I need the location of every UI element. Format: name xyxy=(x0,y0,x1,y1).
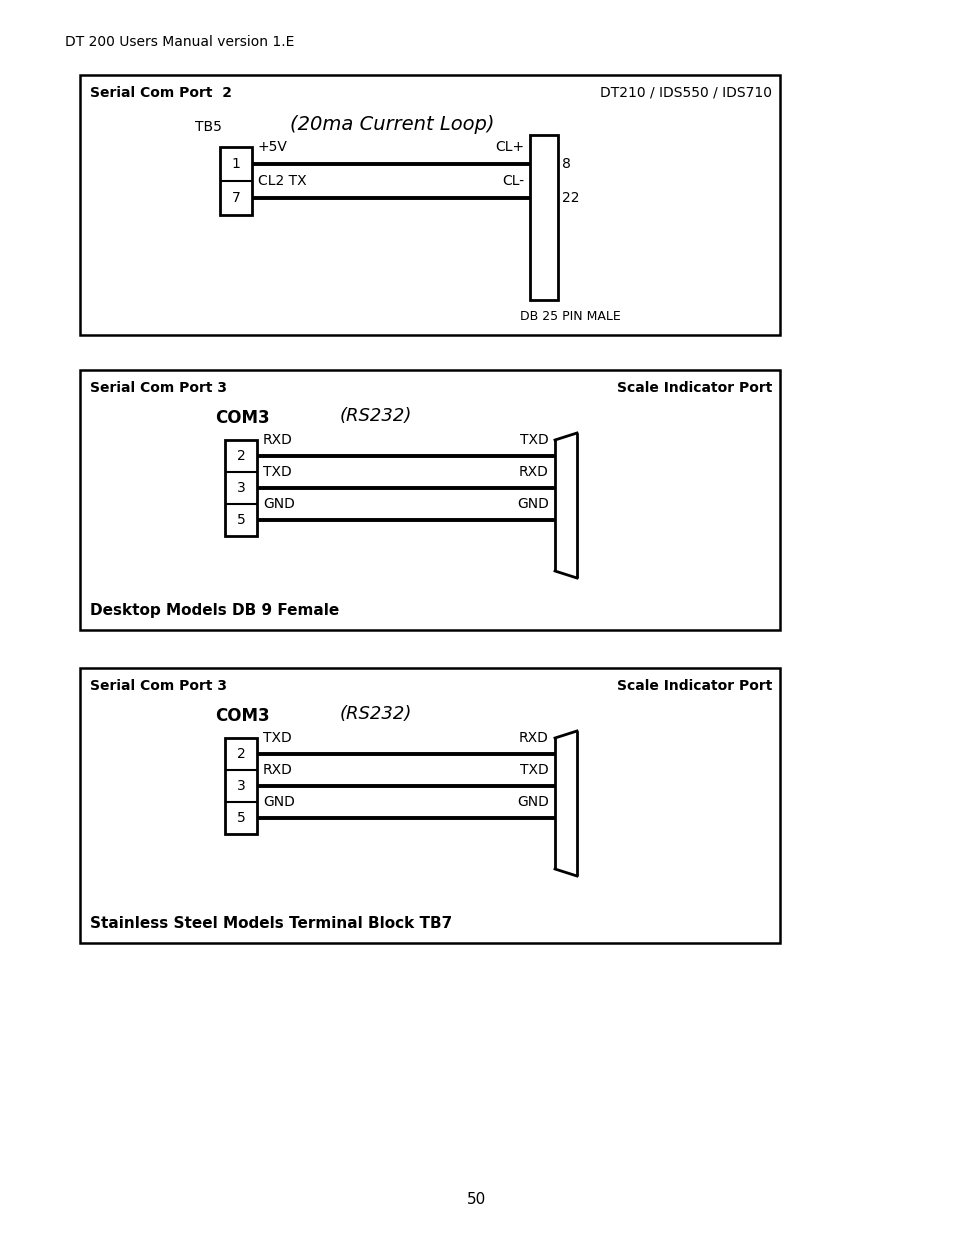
Text: 8: 8 xyxy=(561,157,570,170)
Bar xyxy=(225,440,256,536)
Text: 2: 2 xyxy=(236,450,245,463)
Text: 3: 3 xyxy=(236,779,245,793)
Text: (RS232): (RS232) xyxy=(339,408,412,425)
Text: Serial Com Port 3: Serial Com Port 3 xyxy=(90,382,227,395)
Text: Scale Indicator Port: Scale Indicator Port xyxy=(616,679,771,693)
Text: RXD: RXD xyxy=(518,466,548,479)
Text: RXD: RXD xyxy=(263,433,293,447)
Bar xyxy=(220,147,252,215)
Text: GND: GND xyxy=(263,795,294,809)
Text: COM3: COM3 xyxy=(214,706,270,725)
Bar xyxy=(80,370,780,630)
Text: (20ma Current Loop): (20ma Current Loop) xyxy=(290,116,494,135)
Text: CL+: CL+ xyxy=(495,140,523,154)
Text: RXD: RXD xyxy=(518,731,548,745)
Text: 1: 1 xyxy=(232,157,240,170)
Text: 3: 3 xyxy=(236,480,245,495)
Text: Stainless Steel Models Terminal Block TB7: Stainless Steel Models Terminal Block TB… xyxy=(90,915,452,930)
Text: GND: GND xyxy=(517,795,548,809)
Text: 22: 22 xyxy=(561,191,578,205)
Text: 2: 2 xyxy=(236,747,245,761)
Text: GND: GND xyxy=(263,496,294,511)
Bar xyxy=(530,135,558,300)
Text: +5V: +5V xyxy=(257,140,288,154)
Text: DB 25 PIN MALE: DB 25 PIN MALE xyxy=(519,310,620,324)
Text: TB5: TB5 xyxy=(194,120,222,135)
Text: RXD: RXD xyxy=(263,763,293,777)
Bar xyxy=(225,739,256,834)
Text: DT210 / IDS550 / IDS710: DT210 / IDS550 / IDS710 xyxy=(599,86,771,100)
Text: 5: 5 xyxy=(236,513,245,527)
Text: DT 200 Users Manual version 1.E: DT 200 Users Manual version 1.E xyxy=(65,35,294,49)
Text: CL2 TX: CL2 TX xyxy=(257,174,306,188)
Text: CL-: CL- xyxy=(501,174,523,188)
Text: 7: 7 xyxy=(232,191,240,205)
Text: Serial Com Port  2: Serial Com Port 2 xyxy=(90,86,232,100)
Text: TXD: TXD xyxy=(519,433,548,447)
Text: Desktop Models DB 9 Female: Desktop Models DB 9 Female xyxy=(90,603,339,618)
Bar xyxy=(80,75,780,335)
Text: TXD: TXD xyxy=(263,466,292,479)
Text: 5: 5 xyxy=(236,811,245,825)
Text: TXD: TXD xyxy=(519,763,548,777)
Text: TXD: TXD xyxy=(263,731,292,745)
Text: GND: GND xyxy=(517,496,548,511)
Text: 50: 50 xyxy=(467,1193,486,1208)
Text: (RS232): (RS232) xyxy=(339,705,412,722)
Bar xyxy=(80,668,780,944)
Text: Serial Com Port 3: Serial Com Port 3 xyxy=(90,679,227,693)
Text: COM3: COM3 xyxy=(214,409,270,427)
Text: Scale Indicator Port: Scale Indicator Port xyxy=(616,382,771,395)
